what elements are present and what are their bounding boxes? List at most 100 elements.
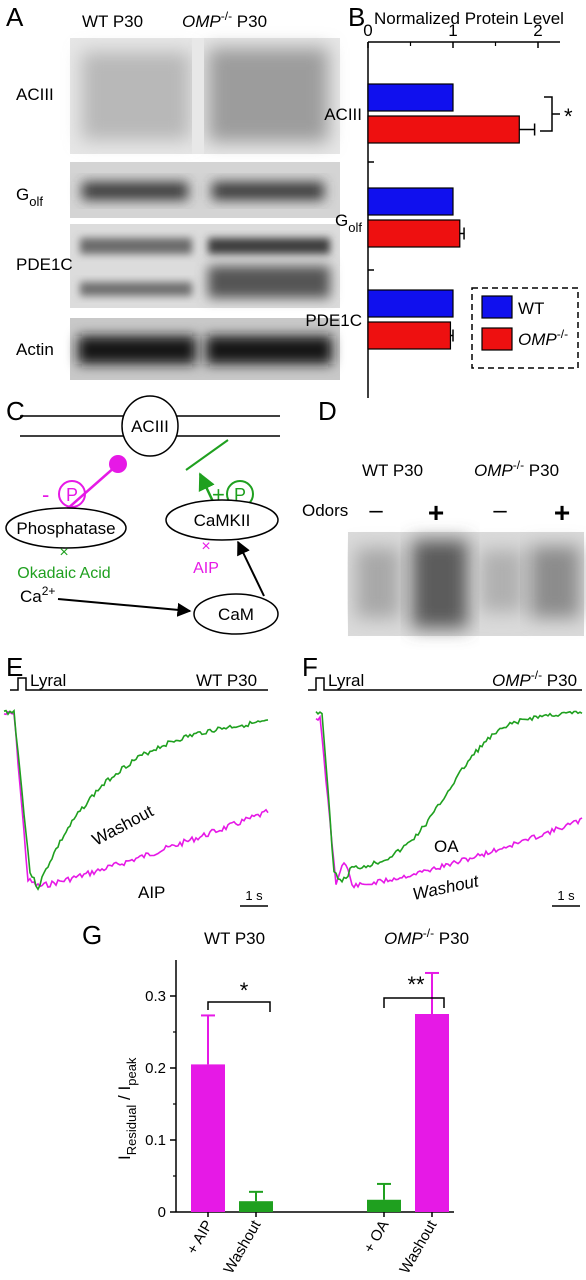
chart-g-bar [191, 1064, 225, 1212]
phospho-tick [185, 439, 229, 471]
blot-d-wt: WT P30 [362, 461, 423, 480]
lane-4-sign: + [554, 497, 570, 528]
chart-b-bar [367, 83, 454, 112]
chart-g-xtick-label: + OA [360, 1218, 392, 1256]
blot-actin [70, 318, 340, 380]
chart-g-ytick-label: 0.2 [145, 1060, 166, 1077]
lane-2-sign: + [428, 497, 444, 528]
aciii-node [121, 395, 179, 457]
trace-label-oa-f: OA [434, 837, 459, 856]
blot-row-actin: Actin [16, 340, 54, 359]
chart-b-xtick-label: 1 [448, 21, 457, 40]
p-left-label: P [66, 485, 78, 505]
panel-label-a: A [6, 2, 24, 32]
legend-swatch-omp [481, 327, 513, 351]
blot-col-wt: WT P30 [82, 12, 143, 31]
genotype-label-f: OMP-/- P30 [492, 668, 577, 690]
panel-c: C ACIII - P + P Phosphatase CaMKII × Oka… [5, 395, 280, 635]
panel-label-e: E [6, 652, 23, 682]
panel-b: B Normalized Protein Level 0 1 2 ACIII Golf P… [305, 2, 579, 398]
lane-3-sign: – [493, 497, 507, 524]
panel-e: E Lyral WT P30 Washout AIP 1 s [3, 652, 269, 907]
phosphatase-node [5, 507, 127, 549]
inhibition-line [65, 465, 117, 511]
chart-g-sig-wt: * [240, 978, 249, 1003]
camkii-node [165, 499, 279, 541]
cam-to-camkii-arrow [237, 540, 265, 597]
chart-b-bar [367, 219, 461, 248]
chart-b-bar [367, 115, 520, 144]
cam-node [193, 593, 279, 635]
chart-b-legend: WT OMP-/- [471, 287, 579, 369]
blot-d-omp: OMP-/- P30 [474, 458, 559, 480]
okadaic-x: × [59, 544, 68, 561]
chart-g-xtick-label: Washout [396, 1217, 440, 1277]
blot-row-aciii: ACIII [16, 85, 54, 104]
okadaic-label: Okadaic Acid [17, 565, 110, 582]
chart-b-category-label: Golf [335, 211, 362, 235]
panel-d: D WT P30 OMP-/- P30 Odors – + – + [302, 396, 584, 636]
phosphatase-label: Phosphatase [16, 519, 115, 538]
chart-b-bar [367, 289, 454, 318]
trace-label-washout-e: Washout [89, 801, 157, 849]
chart-g-ytick-label: 0 [158, 1204, 166, 1221]
chart-b-sig-star: * [564, 104, 573, 129]
trace-e-washout [3, 709, 269, 891]
inhibition-dot [109, 455, 127, 473]
legend-label-wt: WT [518, 299, 544, 318]
camkii-label: CaMKII [194, 511, 251, 530]
chart-g-sig-omp: ** [407, 972, 425, 997]
chart-b-title: Normalized Protein Level [374, 9, 564, 28]
chart-b-xtick-label: 0 [363, 21, 372, 40]
chart-g-bar [239, 1201, 273, 1212]
blot-row-golf: Golf [16, 185, 43, 209]
group-title-omp: OMP-/- P30 [384, 926, 469, 948]
chart-g-ylabel: IResidual / Ipeak [115, 1057, 139, 1160]
odors-label: Odors [302, 501, 348, 520]
group-title-wt: WT P30 [204, 929, 265, 948]
stim-bar-f [308, 677, 582, 691]
trace-e-aip [3, 710, 269, 888]
scale-label-f: 1 s [557, 888, 575, 903]
chart-b-category-label: PDE1C [305, 311, 362, 330]
blot-golf [70, 162, 340, 218]
calcium-label: Ca2+ [20, 584, 55, 606]
legend-frame [471, 287, 579, 369]
stim-label-f: Lyral [328, 671, 364, 690]
cam-label: CaM [218, 605, 254, 624]
panel-label-f: F [302, 652, 318, 682]
blot-aciii [70, 38, 340, 154]
stim-bar-e [10, 677, 268, 691]
genotype-label-e: WT P30 [196, 671, 257, 690]
legend-label-omp: OMP-/- [518, 327, 568, 349]
aciii-label: ACIII [131, 417, 169, 436]
panel-label-c: C [6, 396, 25, 426]
panel-f: F Lyral OMP-/- P30 OA Washout 1 s [302, 652, 583, 907]
chart-b-bar [367, 187, 454, 216]
blot-pde1c [70, 224, 340, 308]
chart-g-ytick-label: 0.1 [145, 1132, 166, 1149]
calcium-arrow [57, 598, 192, 617]
blot-row-pde1c: PDE1C [16, 255, 73, 274]
trace-f-oa [315, 710, 583, 884]
minus-sign: - [42, 482, 49, 507]
blot-d [348, 532, 584, 636]
chart-b-xtick-label: 2 [533, 21, 542, 40]
panel-label-d: D [318, 396, 337, 426]
aip-label: AIP [193, 560, 219, 577]
panel-label-b: B [348, 2, 365, 32]
traces-e [3, 709, 269, 891]
chart-b-sig-bracket [540, 96, 553, 132]
trace-label-aip-e: AIP [138, 883, 165, 902]
chart-g-xtick-label: + AIP [184, 1218, 217, 1258]
chart-g-plot: 00.10.20.3+ AIP Washout + OA Washout* ** [145, 960, 454, 1277]
trace-label-washout-f: Washout [411, 871, 482, 904]
lane-1-sign: – [369, 497, 383, 524]
legend-swatch-wt [481, 295, 513, 319]
trace-f-washout [315, 714, 583, 889]
chart-g-ytick-label: 0.3 [145, 988, 166, 1005]
chart-g-xtick-label: Washout [220, 1217, 264, 1277]
blot-col-omp: OMP-/- P30 [182, 9, 267, 31]
chart-g-sig-bracket-wt [207, 1001, 271, 1012]
